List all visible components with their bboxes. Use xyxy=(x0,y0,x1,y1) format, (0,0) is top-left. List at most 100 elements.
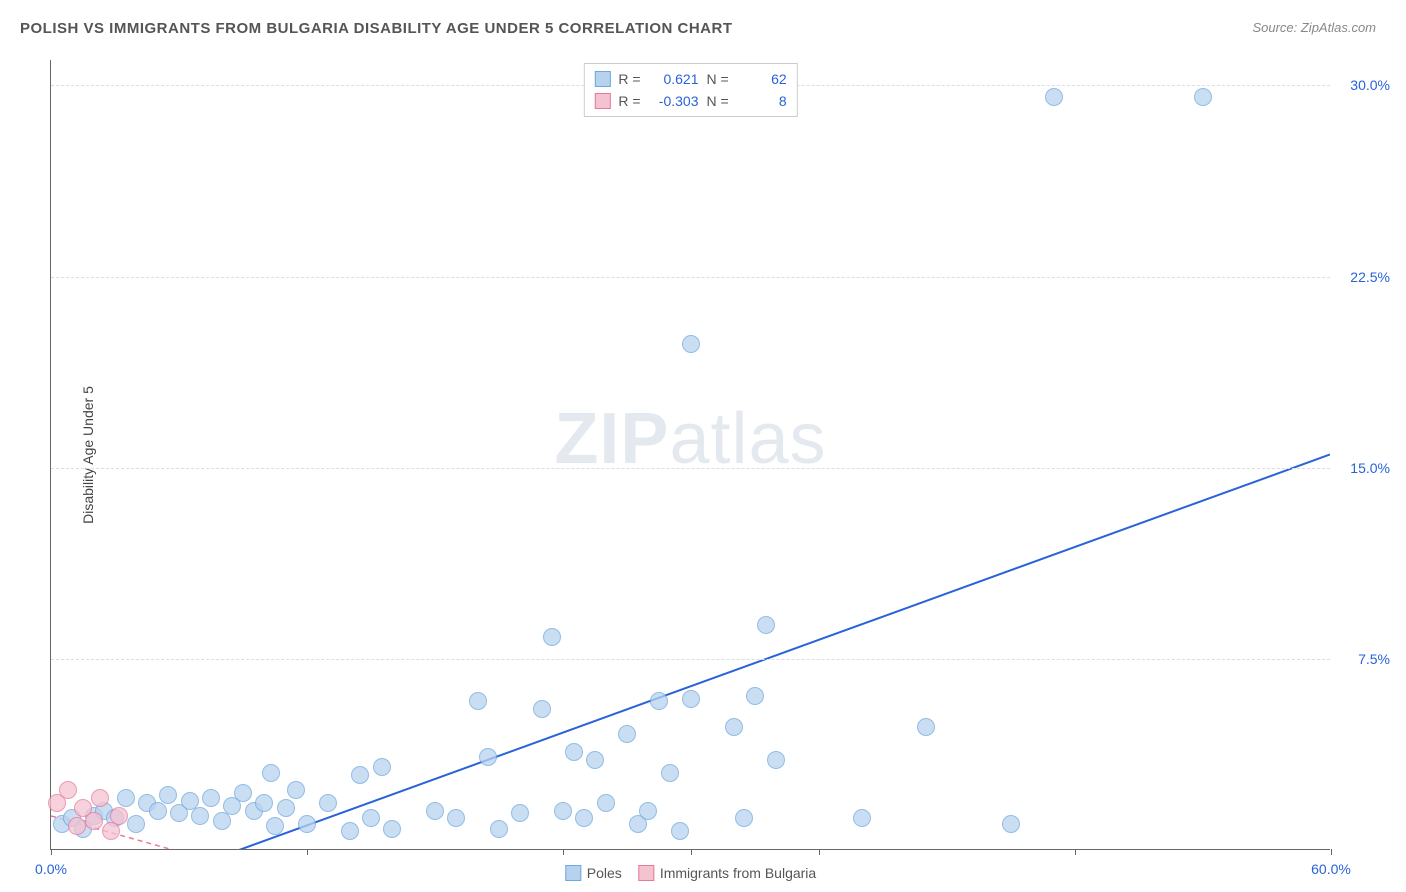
data-point xyxy=(639,802,657,820)
data-point xyxy=(68,817,86,835)
n-value-poles: 62 xyxy=(737,68,787,90)
data-point xyxy=(618,725,636,743)
data-point xyxy=(757,616,775,634)
data-point xyxy=(202,789,220,807)
data-point xyxy=(287,781,305,799)
legend-swatch-poles-icon xyxy=(565,865,581,881)
data-point xyxy=(127,815,145,833)
data-point xyxy=(319,794,337,812)
data-point xyxy=(682,335,700,353)
data-point xyxy=(234,784,252,802)
legend-row-poles: R = 0.621 N = 62 xyxy=(594,68,786,90)
legend-row-bulgaria: R = -0.303 N = 8 xyxy=(594,90,786,112)
legend-label-bulgaria: Immigrants from Bulgaria xyxy=(660,865,816,881)
legend-swatch-poles xyxy=(594,71,610,87)
data-point xyxy=(373,758,391,776)
x-tick-label: 0.0% xyxy=(35,861,67,877)
source-label: Source: ZipAtlas.com xyxy=(1252,20,1376,35)
trend-line xyxy=(158,455,1330,850)
chart-title: POLISH VS IMMIGRANTS FROM BULGARIA DISAB… xyxy=(20,20,733,37)
data-point xyxy=(110,807,128,825)
x-tick xyxy=(1075,849,1076,855)
legend-label-poles: Poles xyxy=(587,865,622,881)
y-tick-label: 15.0% xyxy=(1350,460,1390,476)
data-point xyxy=(746,687,764,705)
series-legend: Poles Immigrants from Bulgaria xyxy=(565,865,816,881)
r-value-poles: 0.621 xyxy=(649,68,699,90)
data-point xyxy=(575,809,593,827)
correlation-legend: R = 0.621 N = 62 R = -0.303 N = 8 xyxy=(583,63,797,117)
data-point xyxy=(447,809,465,827)
legend-swatch-bulgaria-icon xyxy=(638,865,654,881)
data-point xyxy=(191,807,209,825)
x-tick xyxy=(691,849,692,855)
data-point xyxy=(597,794,615,812)
data-point xyxy=(565,743,583,761)
y-tick-label: 30.0% xyxy=(1350,77,1390,93)
data-point xyxy=(767,751,785,769)
legend-item-bulgaria: Immigrants from Bulgaria xyxy=(638,865,816,881)
data-point xyxy=(554,802,572,820)
data-point xyxy=(362,809,380,827)
r-value-bulgaria: -0.303 xyxy=(649,90,699,112)
data-point xyxy=(59,781,77,799)
data-point xyxy=(266,817,284,835)
data-point xyxy=(469,692,487,710)
data-point xyxy=(149,802,167,820)
data-point xyxy=(255,794,273,812)
data-point xyxy=(341,822,359,840)
gridline xyxy=(51,468,1330,469)
legend-item-poles: Poles xyxy=(565,865,622,881)
n-label: N = xyxy=(707,68,729,90)
legend-swatch-bulgaria xyxy=(594,93,610,109)
data-point xyxy=(661,764,679,782)
x-tick xyxy=(51,849,52,855)
data-point xyxy=(543,628,561,646)
data-point xyxy=(1045,88,1063,106)
data-point xyxy=(917,718,935,736)
data-point xyxy=(262,764,280,782)
gridline xyxy=(51,277,1330,278)
data-point xyxy=(725,718,743,736)
data-point xyxy=(1002,815,1020,833)
n-value-bulgaria: 8 xyxy=(737,90,787,112)
x-tick xyxy=(563,849,564,855)
data-point xyxy=(426,802,444,820)
data-point xyxy=(671,822,689,840)
data-point xyxy=(735,809,753,827)
x-tick xyxy=(307,849,308,855)
gridline xyxy=(51,659,1330,660)
y-tick-label: 22.5% xyxy=(1350,269,1390,285)
data-point xyxy=(511,804,529,822)
y-tick-label: 7.5% xyxy=(1358,651,1390,667)
data-point xyxy=(117,789,135,807)
chart-svg-layer xyxy=(51,60,1330,849)
x-tick xyxy=(1331,849,1332,855)
data-point xyxy=(1194,88,1212,106)
r-label: R = xyxy=(618,90,640,112)
data-point xyxy=(586,751,604,769)
data-point xyxy=(682,690,700,708)
y-axis-label: Disability Age Under 5 xyxy=(80,386,96,524)
data-point xyxy=(85,812,103,830)
data-point xyxy=(479,748,497,766)
chart-plot-area: ZIPatlas Disability Age Under 5 R = 0.62… xyxy=(50,60,1330,850)
data-point xyxy=(298,815,316,833)
data-point xyxy=(351,766,369,784)
data-point xyxy=(159,786,177,804)
data-point xyxy=(383,820,401,838)
watermark-rest: atlas xyxy=(669,399,826,479)
watermark-bold: ZIP xyxy=(554,399,669,479)
data-point xyxy=(277,799,295,817)
data-point xyxy=(91,789,109,807)
n-label: N = xyxy=(707,90,729,112)
data-point xyxy=(490,820,508,838)
x-tick-label: 60.0% xyxy=(1311,861,1351,877)
r-label: R = xyxy=(618,68,640,90)
data-point xyxy=(213,812,231,830)
data-point xyxy=(650,692,668,710)
data-point xyxy=(102,822,120,840)
data-point xyxy=(533,700,551,718)
data-point xyxy=(853,809,871,827)
x-tick xyxy=(819,849,820,855)
